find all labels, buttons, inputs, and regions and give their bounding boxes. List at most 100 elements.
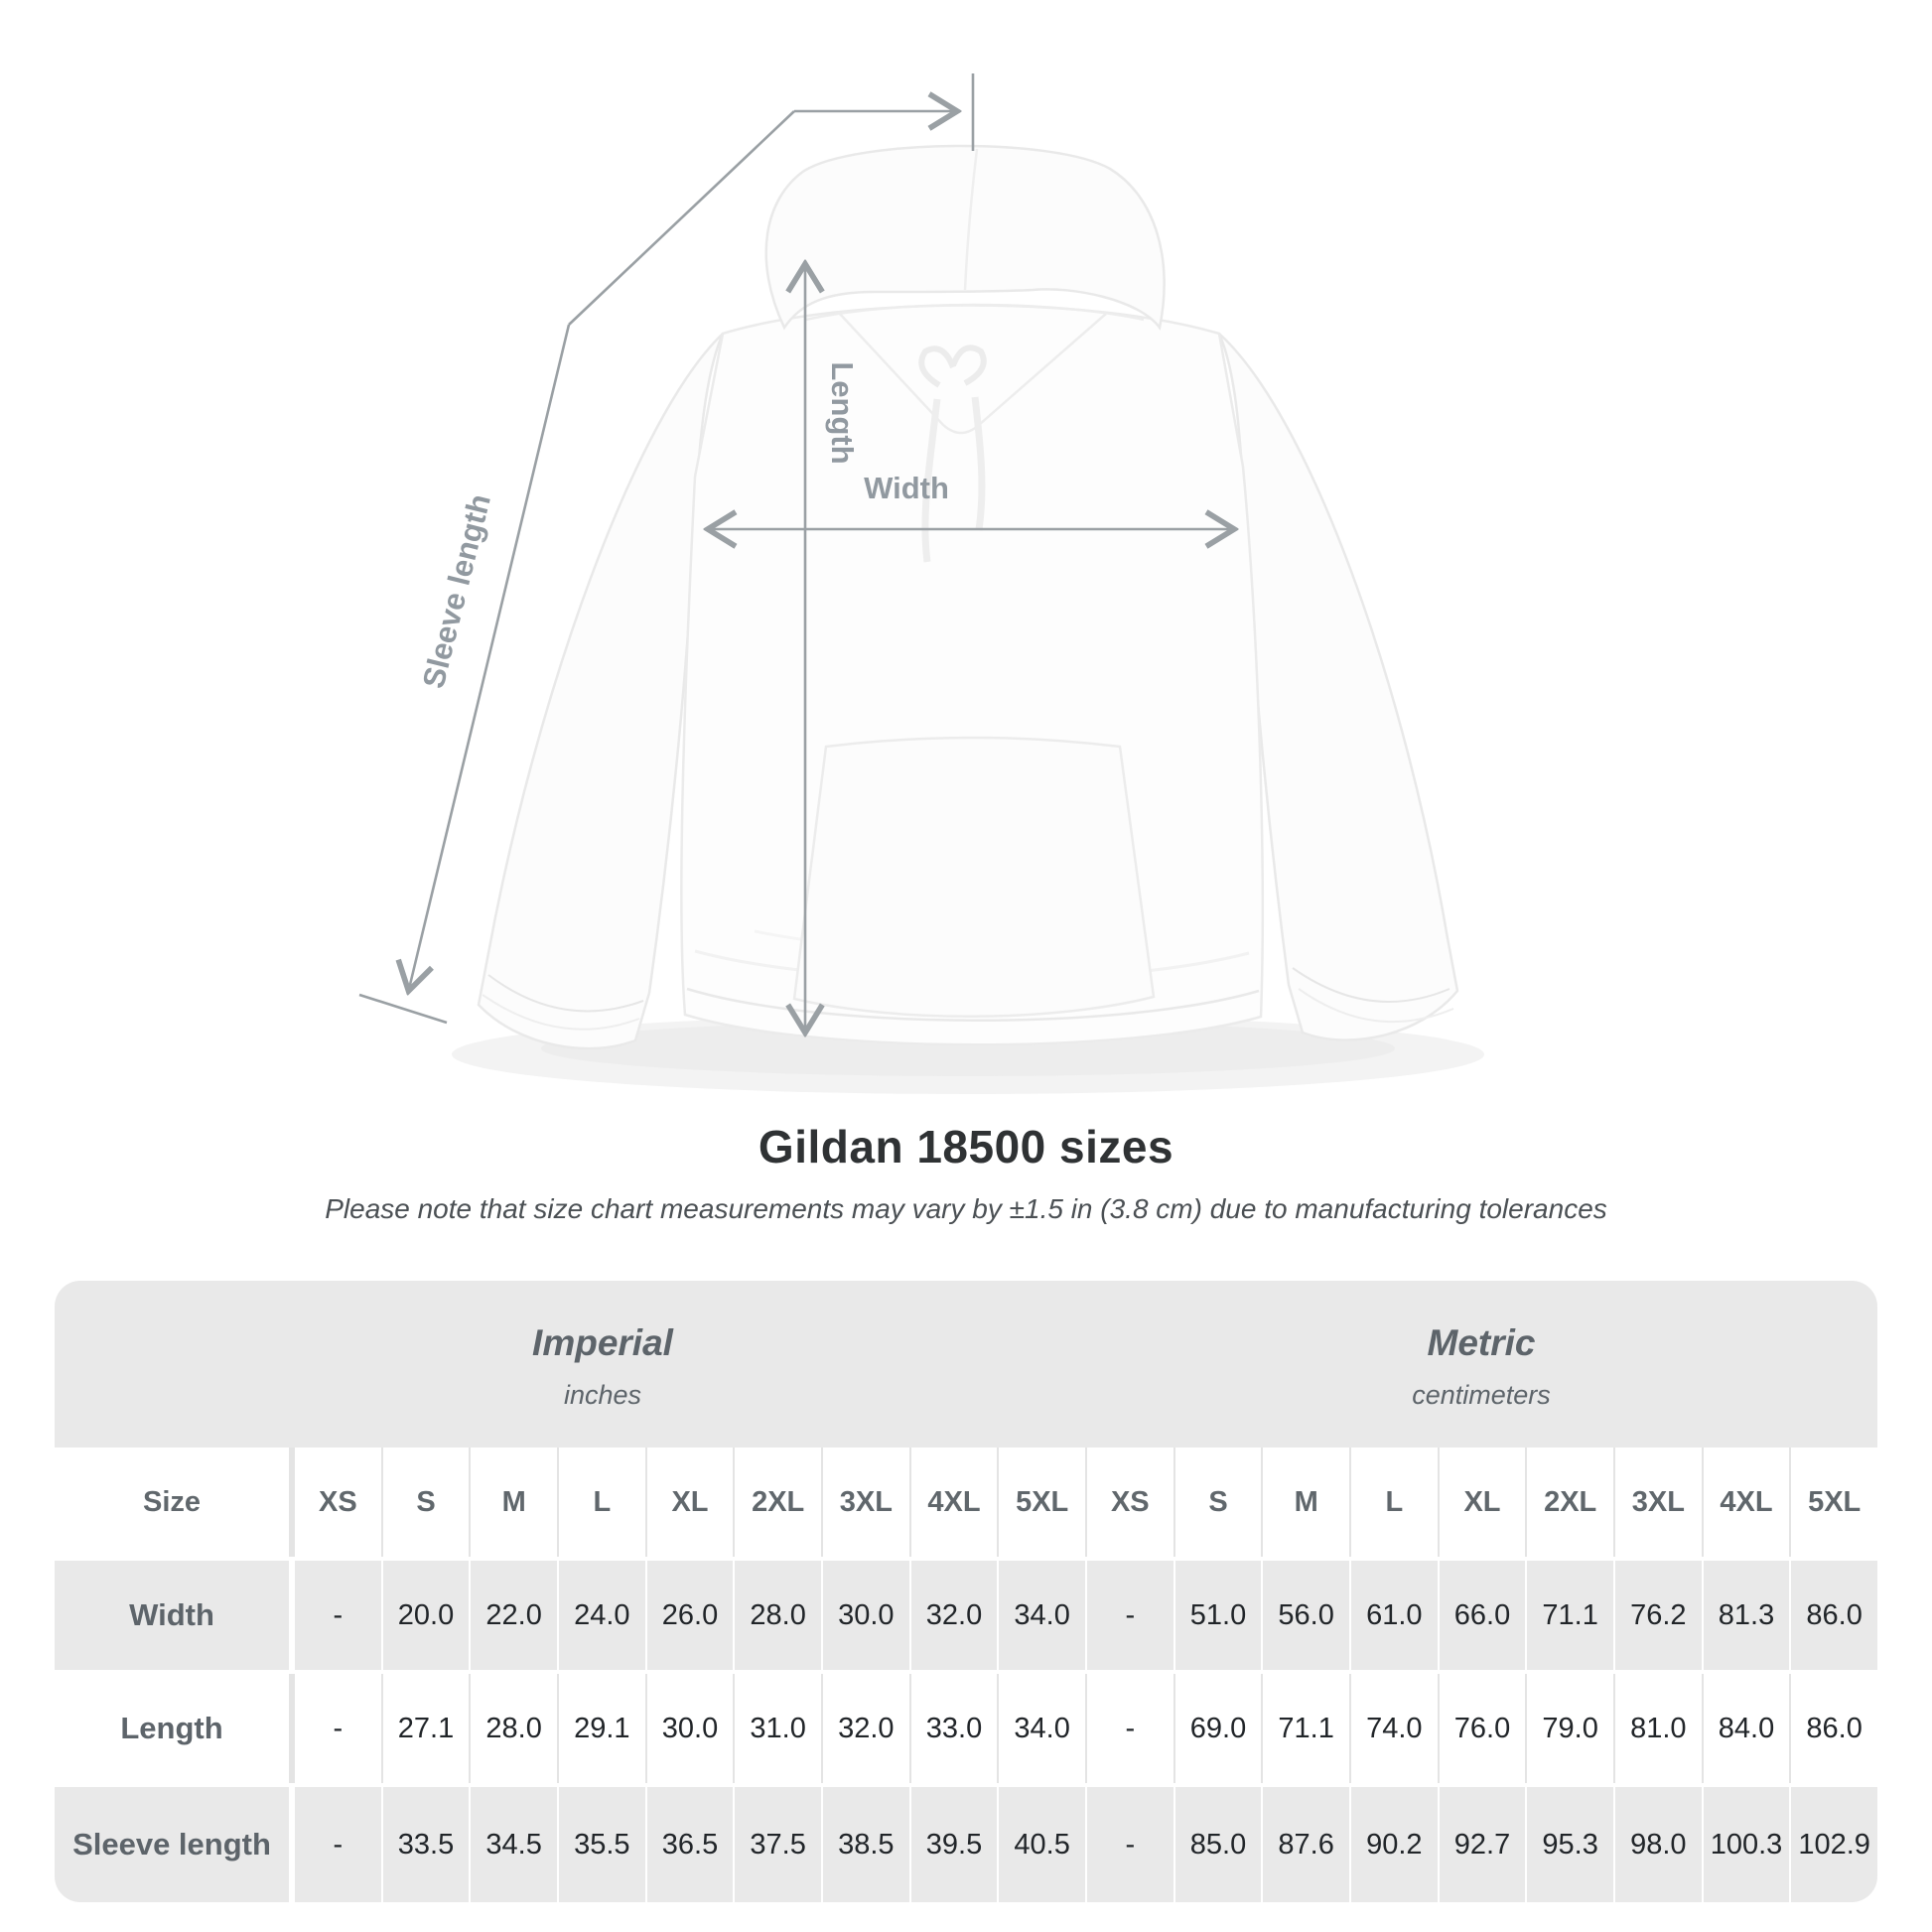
value-imperial-s-text: 33.5	[397, 1828, 455, 1861]
value-metric-xl-text: 92.7	[1453, 1828, 1511, 1861]
size-header-metric-4xl-text: 4XL	[1720, 1485, 1773, 1518]
value-imperial-xs-text: -	[333, 1712, 344, 1744]
value-imperial-4xl-text: 32.0	[925, 1598, 983, 1631]
value-metric-4xl: 100.3	[1703, 1787, 1790, 1902]
value-imperial-m: 22.0	[471, 1561, 557, 1670]
value-imperial-xl-text: 36.5	[661, 1828, 719, 1861]
unit-group-band: Imperial inches Metric centimeters	[55, 1281, 1877, 1448]
size-header-imperial-m-text: M	[501, 1485, 526, 1518]
value-imperial-3xl: 32.0	[822, 1674, 909, 1783]
value-metric-xl: 76.0	[1439, 1674, 1526, 1783]
value-metric-3xl-text: 98.0	[1630, 1828, 1687, 1861]
value-metric-5xl: 86.0	[1791, 1674, 1877, 1783]
size-header-metric-4xl: 4XL	[1703, 1448, 1790, 1557]
value-metric-xs: -	[1086, 1561, 1173, 1670]
size-header-metric-l-text: L	[1385, 1485, 1404, 1518]
value-metric-l: 90.2	[1350, 1787, 1438, 1902]
value-metric-2xl-text: 71.1	[1542, 1598, 1598, 1631]
size-header-imperial-xs: XS	[295, 1448, 381, 1557]
size-column-header-text: Size	[142, 1485, 202, 1518]
measurement-row-width: Width - 20.0 22.0 24.0 26.0 28.0 30.0 32.0 34.0 - 5…	[55, 1561, 1877, 1670]
size-header-imperial-4xl-text: 4XL	[927, 1485, 981, 1518]
value-metric-4xl: 84.0	[1703, 1674, 1790, 1783]
metric-group-header: Metric centimeters	[1412, 1281, 1551, 1411]
value-imperial-2xl: 31.0	[735, 1674, 821, 1783]
value-imperial-xl-text: 26.0	[661, 1598, 719, 1631]
value-imperial-xs: -	[295, 1674, 381, 1783]
value-metric-4xl: 81.3	[1703, 1561, 1790, 1670]
value-imperial-3xl: 38.5	[822, 1787, 909, 1902]
size-header-metric-5xl-text: 5XL	[1808, 1485, 1862, 1518]
value-imperial-4xl: 32.0	[910, 1561, 998, 1670]
value-imperial-s: 33.5	[382, 1787, 470, 1902]
value-imperial-xs-text: -	[333, 1828, 344, 1861]
value-imperial-5xl-text: 34.0	[1014, 1598, 1070, 1631]
metric-group-unit: centimeters	[1412, 1380, 1551, 1410]
sleeve-length-annotation-label: Sleeve length	[416, 490, 497, 691]
value-metric-s-text: 51.0	[1189, 1598, 1247, 1631]
size-header-imperial-xl-text: XL	[671, 1485, 709, 1518]
imperial-group-title: Imperial	[532, 1322, 673, 1363]
size-header-metric-3xl-text: 3XL	[1631, 1485, 1685, 1518]
value-imperial-xl-text: 30.0	[661, 1712, 719, 1744]
value-metric-m: 71.1	[1263, 1674, 1349, 1783]
measurement-lines	[358, 73, 1232, 1031]
size-header-imperial-5xl: 5XL	[999, 1448, 1085, 1557]
tolerance-note: Please note that size chart measurements…	[325, 1193, 1607, 1224]
value-metric-2xl: 71.1	[1527, 1561, 1613, 1670]
value-metric-l: 61.0	[1350, 1561, 1438, 1670]
value-metric-l-text: 74.0	[1366, 1712, 1423, 1744]
value-metric-3xl-text: 76.2	[1630, 1598, 1687, 1631]
size-header-metric-m-text: M	[1294, 1485, 1318, 1518]
size-column-header: Size	[55, 1448, 289, 1557]
value-imperial-5xl-text: 40.5	[1014, 1828, 1070, 1861]
value-metric-xl: 66.0	[1439, 1561, 1526, 1670]
value-metric-4xl-text: 100.3	[1710, 1828, 1783, 1861]
value-imperial-s-text: 27.1	[397, 1712, 455, 1744]
value-metric-5xl: 86.0	[1791, 1561, 1877, 1670]
value-imperial-4xl-text: 33.0	[925, 1712, 983, 1744]
value-imperial-l: 35.5	[558, 1787, 645, 1902]
value-metric-3xl-text: 81.0	[1630, 1712, 1687, 1744]
size-header-metric-s-text: S	[1208, 1485, 1228, 1518]
value-metric-5xl: 102.9	[1791, 1787, 1877, 1902]
value-metric-xl: 92.7	[1439, 1787, 1526, 1902]
value-metric-xs: -	[1086, 1787, 1173, 1902]
size-header-imperial-m: M	[471, 1448, 557, 1557]
value-imperial-s: 20.0	[382, 1561, 470, 1670]
value-imperial-5xl: 40.5	[999, 1787, 1085, 1902]
measurement-row-length: Length - 27.1 28.0 29.1 30.0 31.0 32.0 33.0 34.0 -…	[55, 1674, 1877, 1783]
value-imperial-xl: 26.0	[646, 1561, 734, 1670]
value-imperial-l-text: 35.5	[574, 1828, 630, 1861]
size-header-metric-m: M	[1263, 1448, 1349, 1557]
value-imperial-m: 34.5	[471, 1787, 557, 1902]
value-imperial-m-text: 28.0	[485, 1712, 542, 1744]
size-header-imperial-l: L	[558, 1448, 645, 1557]
value-imperial-3xl-text: 38.5	[838, 1828, 895, 1861]
imperial-group-unit: inches	[563, 1380, 642, 1410]
value-metric-l: 74.0	[1350, 1674, 1438, 1783]
value-metric-xs: -	[1086, 1674, 1173, 1783]
value-metric-3xl: 98.0	[1614, 1787, 1702, 1902]
metric-group-title: Metric	[1427, 1322, 1536, 1363]
value-metric-2xl: 95.3	[1527, 1787, 1613, 1902]
value-imperial-m: 28.0	[471, 1674, 557, 1783]
size-header-metric-xs-text: XS	[1110, 1485, 1150, 1518]
value-metric-s: 69.0	[1174, 1674, 1262, 1783]
value-imperial-4xl-text: 39.5	[925, 1828, 983, 1861]
size-header-imperial-s: S	[382, 1448, 470, 1557]
value-metric-m: 87.6	[1263, 1787, 1349, 1902]
value-imperial-4xl: 33.0	[910, 1674, 998, 1783]
value-imperial-s-text: 20.0	[397, 1598, 455, 1631]
value-metric-s-text: 69.0	[1189, 1712, 1247, 1744]
width-annotation-label: Width	[864, 471, 949, 505]
value-imperial-l: 24.0	[558, 1561, 645, 1670]
row-label-width-text: Width	[129, 1597, 214, 1632]
value-metric-4xl-text: 84.0	[1718, 1712, 1775, 1744]
value-metric-m-text: 56.0	[1278, 1598, 1334, 1631]
size-header-imperial-l-text: L	[593, 1485, 612, 1518]
value-imperial-xs: -	[295, 1787, 381, 1902]
value-imperial-2xl-text: 37.5	[750, 1828, 806, 1861]
value-metric-5xl-text: 86.0	[1806, 1598, 1863, 1631]
